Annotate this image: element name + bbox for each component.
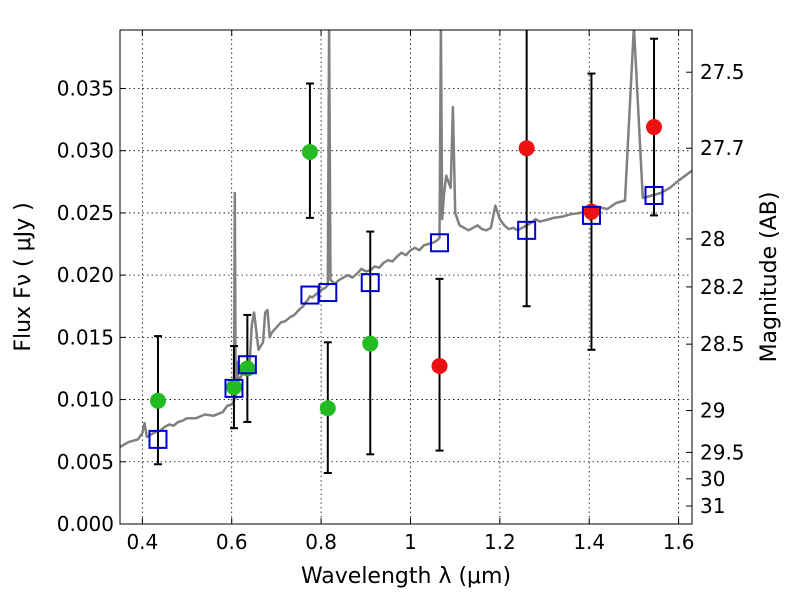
y-tick-label: 0.015 [57,325,114,349]
y-tick-label: 0.020 [57,263,114,287]
x-tick-label: 1 [404,530,417,554]
model-flux-square [360,273,380,293]
x-tick-label: 0.8 [305,530,337,554]
model-flux-square [644,185,664,205]
data-point-red [518,140,535,157]
model-flux-square [224,378,244,398]
data-point-green [362,335,379,352]
x-tick-label: 1.6 [663,530,695,554]
y2-tick-label: 27.5 [700,60,745,84]
x-axis-label: Wavelength λ (μm) [301,564,511,589]
plot-frame [119,29,693,525]
data-point-red [646,119,663,136]
data-point-green [319,400,336,417]
y2-tick-label: 28.5 [700,332,745,356]
x-tick-label: 1.4 [573,530,605,554]
data-point-green [225,379,242,396]
y2-tick-label: 31 [700,494,725,518]
model-flux-square [430,233,450,253]
data-point-red [431,357,448,374]
y2-axis-label: Magnitude (AB) [757,192,782,363]
model-flux-square [517,220,537,240]
y2-tick-label: 29.5 [700,440,745,464]
y2-tick-label: 27.7 [700,136,745,160]
y2-tick-label: 30 [700,467,725,491]
plot-background [120,30,692,524]
y2-tick-label: 28 [700,227,725,251]
model-flux-square [148,429,168,449]
y-tick-label: 0.000 [57,512,114,536]
y2-tick-label: 29 [700,399,725,423]
model-flux-square [237,355,257,375]
x-tick-label: 0.4 [126,530,158,554]
model-flux-square [318,283,338,303]
y-tick-label: 0.005 [57,450,114,474]
y-tick-label: 0.030 [57,139,114,163]
y-tick-label: 0.035 [57,76,114,100]
x-tick-label: 1.2 [484,530,516,554]
y-tick-label: 0.010 [57,388,114,412]
y2-tick-label: 28.2 [700,275,745,299]
model-spectrum-line [120,30,692,448]
model-flux-square [581,205,601,225]
x-tick-label: 0.6 [216,530,248,554]
data-point-green [301,143,318,160]
y-axis-label: Flux Fν ( μJy ) [11,202,36,351]
y-tick-label: 0.025 [57,201,114,225]
data-point-green [149,392,166,409]
